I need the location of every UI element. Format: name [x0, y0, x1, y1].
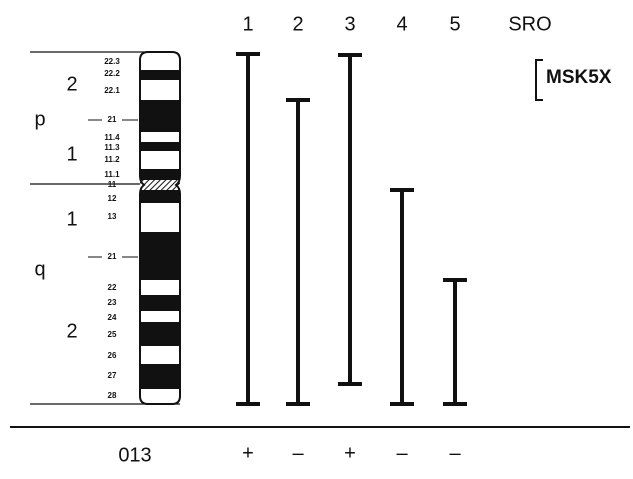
band-label: 23 — [108, 298, 117, 307]
band-label: 25 — [108, 330, 117, 339]
column-label: 1 — [242, 13, 253, 35]
deletion-bar — [443, 278, 467, 406]
chromosome-outline — [139, 51, 181, 405]
band-label: 11.1 — [104, 170, 120, 179]
band-label: 11 — [108, 180, 117, 189]
probe-label: MSK5X — [546, 67, 612, 88]
band-labels: 22.3 22.2 22.1 21 11.411.3 11.2 11.111 12 13 21 22… — [104, 57, 120, 400]
region-label: 2 — [66, 320, 77, 342]
region-label: 2 — [66, 73, 77, 95]
band-label: 13 — [108, 212, 117, 221]
deletion-bar — [286, 98, 310, 406]
column-label: 2 — [292, 13, 303, 35]
region-label: 1 — [66, 208, 77, 230]
band-label: 22.2 — [104, 69, 120, 78]
column-label: 4 — [396, 13, 407, 35]
band-label: 11.3 — [104, 143, 120, 152]
chromosome — [140, 70, 180, 389]
band-label: 24 — [108, 313, 117, 322]
column-label: 5 — [449, 13, 460, 35]
band-label: 21 — [108, 252, 117, 261]
band-label: 12 — [108, 194, 117, 203]
band-label: 21 — [108, 115, 117, 124]
deletion-bars — [236, 52, 467, 406]
sro-label: SRO — [508, 13, 551, 35]
band-label: 22.1 — [104, 86, 120, 95]
band-label: 11.4 — [104, 133, 120, 142]
column-label: 3 — [344, 13, 355, 35]
sign: + — [242, 442, 254, 464]
band-label: 26 — [108, 351, 117, 360]
sign: – — [292, 442, 304, 464]
deletion-bar — [236, 52, 260, 406]
deletion-bar — [338, 53, 362, 386]
band-label: 11.2 — [104, 155, 120, 164]
band-label: 22.3 — [104, 57, 120, 66]
band-label: 27 — [108, 371, 117, 380]
probe-bracket — [535, 59, 543, 101]
arm-label: p — [34, 108, 45, 130]
band-label: 22 — [108, 283, 117, 292]
row-label: 013 — [118, 444, 151, 466]
sign: – — [396, 442, 408, 464]
band-label: 28 — [108, 391, 117, 400]
region-label: 1 — [66, 143, 77, 165]
sign: + — [344, 442, 356, 464]
deletion-bar — [390, 188, 414, 406]
sign: – — [449, 442, 461, 464]
arm-label: q — [34, 258, 45, 280]
